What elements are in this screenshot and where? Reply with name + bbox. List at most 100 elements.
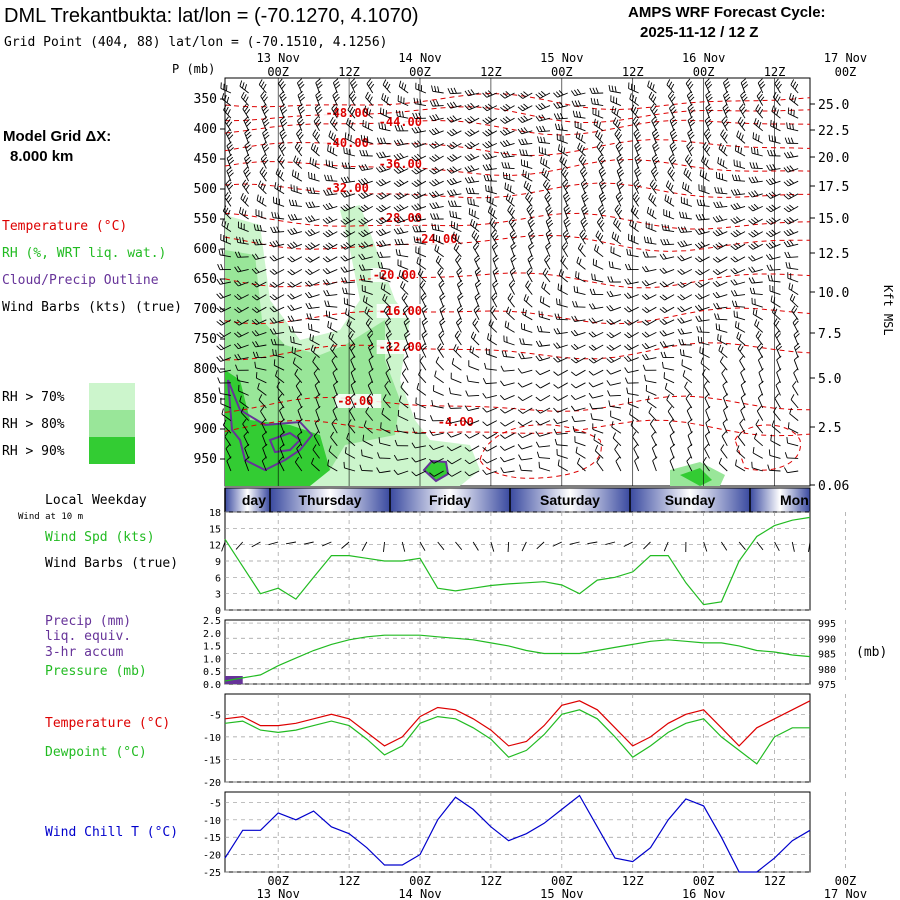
- wind-barb-feather: [773, 406, 777, 413]
- wind-barb-feather: [429, 203, 434, 209]
- wind-barb: [769, 168, 781, 171]
- wind-barb-feather: [472, 318, 477, 324]
- wind-barb-feather: [246, 159, 252, 165]
- wind-barb: [439, 322, 445, 333]
- wind-barb: [665, 185, 675, 195]
- wind-barb-feather: [547, 210, 553, 215]
- wind-barb-feather: [685, 78, 691, 84]
- wind-barb: [486, 457, 498, 464]
- wind-barb-feather: [350, 380, 356, 386]
- wind-barb: [491, 246, 498, 257]
- wind-barb-feather: [606, 306, 611, 312]
- wind-barb-feather: [557, 459, 560, 466]
- wind-barb-feather: [718, 215, 723, 221]
- wind-barb-feather: [395, 249, 398, 256]
- wind-barb-feather: [527, 254, 533, 260]
- wind-barb: [296, 397, 303, 409]
- wind-barb-feather: [453, 243, 458, 249]
- wind-barb-feather: [375, 219, 381, 225]
- wind-barb: [290, 204, 302, 207]
- wind-barb-feather: [282, 121, 288, 127]
- wind-barb-feather: [576, 256, 580, 263]
- wind-barb-feather: [563, 181, 569, 188]
- wind-barb: [735, 150, 746, 157]
- wind-barb-feather: [574, 315, 579, 322]
- wind-barb-feather: [687, 128, 693, 134]
- wind-barb: [681, 294, 693, 301]
- wind-barb-feather: [377, 452, 380, 459]
- wind-barb-feather: [561, 124, 564, 131]
- wind-barb: [793, 347, 799, 358]
- wind-barb-feather: [275, 240, 280, 246]
- wind-barb: [291, 341, 302, 346]
- wind-barb: [314, 107, 320, 119]
- wind-barb-feather: [287, 214, 292, 221]
- wind-barb: [770, 440, 781, 447]
- wind-barb-feather: [572, 301, 575, 307]
- wind-barb-feather: [251, 268, 257, 274]
- wind-barb: [293, 160, 303, 169]
- wind-barb-feather: [241, 208, 244, 215]
- wind-barb-feather: [564, 172, 569, 178]
- wind-barb-feather: [349, 343, 354, 349]
- wind-barb-feather: [753, 203, 759, 209]
- wind-barb-feather: [422, 308, 428, 313]
- wind-barb-feather: [221, 408, 224, 415]
- wind-barb-feather: [588, 346, 594, 351]
- wind-barb-feather: [517, 396, 523, 401]
- wind-barb-feather: [361, 178, 366, 185]
- wind-barb: [579, 171, 586, 182]
- wind-barb-feather: [276, 183, 279, 190]
- wind-barb-feather: [455, 255, 460, 261]
- wind-barb: [226, 158, 232, 169]
- wind-barb-feather: [598, 204, 603, 210]
- panel-tick-label: -5: [209, 798, 221, 809]
- wind-barb-feather: [431, 128, 437, 134]
- wind-barb-feather: [556, 102, 561, 108]
- wind-barb-feather: [789, 123, 791, 130]
- wind-barb-feather: [571, 90, 576, 96]
- wind-barb: [398, 168, 409, 174]
- weekday-label: Sunday: [665, 492, 716, 508]
- wind-barb: [326, 165, 338, 170]
- wind-barb: [663, 268, 675, 274]
- wind-barb-feather: [598, 166, 604, 172]
- wind-barb-feather: [783, 241, 788, 248]
- wind-barb: [593, 331, 604, 338]
- wind-barb: [716, 218, 728, 223]
- wind-barb: [451, 168, 462, 174]
- wind-barb: [255, 214, 267, 220]
- wind-barb: [398, 275, 409, 283]
- wind-barb-feather: [596, 217, 602, 223]
- wind-barb-feather: [263, 131, 269, 137]
- wind-barb-feather: [246, 134, 252, 140]
- title: DML Trekantbukta: lat/lon = (-70.1270, 4…: [4, 5, 419, 27]
- wind-barb: [615, 145, 622, 157]
- wind-barb: [521, 369, 533, 374]
- pressure-tick-label: 980: [818, 665, 836, 676]
- wind-barb-feather: [500, 421, 506, 427]
- wind-barb: [592, 428, 604, 434]
- wind-barb: [595, 135, 604, 144]
- wind-barb-feather: [246, 121, 252, 127]
- wind-barb-feather: [307, 230, 313, 236]
- wind-barb-feather: [262, 83, 267, 90]
- wind-barb-feather: [553, 113, 558, 120]
- wind-barb-feather: [363, 135, 366, 142]
- wind-barb: [468, 407, 480, 412]
- wind-barb-feather: [272, 306, 278, 311]
- wind-barb-feather: [457, 292, 463, 298]
- wind-barb-feather: [369, 83, 375, 90]
- wind-barb-feather: [505, 103, 511, 109]
- wind-barb: [415, 155, 427, 162]
- wind-barb-feather: [739, 355, 744, 361]
- wind-barb-feather: [706, 119, 712, 124]
- local-weekday-label: Local Weekday: [45, 493, 147, 508]
- wind-barb: [454, 335, 462, 346]
- wind-barb-feather: [629, 93, 632, 100]
- wind-barb-feather: [786, 193, 792, 199]
- wind-barb: [788, 206, 799, 213]
- wind-barb-feather: [580, 217, 586, 222]
- contour-label-bg: [323, 136, 370, 150]
- wind-barb-feather: [505, 91, 511, 96]
